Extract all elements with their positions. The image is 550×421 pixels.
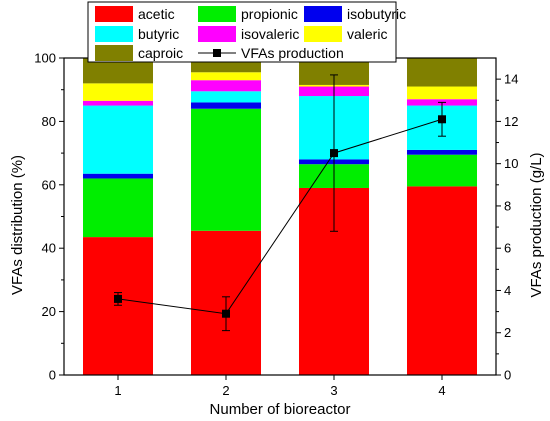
legend: acetic propionic isobutyric butyric isovaler… (87, 1, 406, 63)
bar-butyric-1 (83, 105, 153, 174)
point-1 (114, 294, 122, 303)
legend-swatch-propionic (198, 6, 236, 22)
bar-acetic-1 (83, 237, 153, 375)
y-tick-label-0: 0 (49, 368, 56, 383)
legend-box (87, 1, 397, 63)
legend-label-propionic: propionic (241, 6, 298, 22)
y2-tick-label-2: 2 (504, 325, 511, 340)
legend-swatch-caproic (95, 45, 133, 61)
legend-label-isobutyric: isobutyric (347, 6, 406, 22)
legend-label-VFAs-production: VFAs production (241, 45, 344, 61)
y-tick-label-80: 80 (42, 114, 56, 129)
y2-tick-label-6: 6 (504, 241, 511, 256)
vfa-production-line (117, 118, 443, 315)
bar-butyric-2 (191, 91, 261, 103)
point-3 (330, 149, 338, 158)
legend-label-caproic: caproic (138, 45, 183, 61)
bar-propionic-2 (191, 108, 261, 231)
y2-axis-label: VFAs production (g/L) (528, 152, 545, 297)
x-tick-label-4: 4 (438, 383, 445, 398)
y2-tick-label-0: 0 (504, 368, 511, 383)
bar-propionic-4 (407, 154, 477, 187)
y2-tick-label-8: 8 (504, 198, 511, 213)
y-axis-label: VFAs distribution (%) (9, 155, 26, 295)
legend-label-valeric: valeric (347, 26, 387, 42)
line-layer (114, 74, 446, 332)
bar-isobutyric-1 (83, 173, 153, 179)
x-axis-label: Number of bioreactor (210, 401, 351, 418)
y-tick-label-100: 100 (34, 51, 56, 66)
y2-tick-label-10: 10 (504, 156, 518, 171)
bar-caproic-4 (407, 58, 477, 87)
x-tick-label-2: 2 (222, 383, 229, 398)
point-4 (438, 115, 446, 124)
bar-isovaleric-1 (83, 100, 153, 106)
legend-swatch-butyric (95, 26, 133, 42)
bar-valeric-2 (191, 72, 261, 81)
bar-valeric-1 (83, 83, 153, 101)
x-tick-label-3: 3 (330, 383, 337, 398)
y-tick-label-40: 40 (42, 241, 56, 256)
y2-tick-label-14: 14 (504, 72, 518, 87)
bar-isovaleric-2 (191, 80, 261, 92)
bar-valeric-4 (407, 86, 477, 100)
bars-layer (83, 58, 477, 375)
y-tick-label-20: 20 (42, 304, 56, 319)
bar-acetic-4 (407, 186, 477, 375)
legend-swatch-isobutyric (304, 6, 342, 22)
bar-propionic-1 (83, 178, 153, 238)
legend-label-butyric: butyric (138, 26, 179, 42)
legend-swatch-acetic (95, 6, 133, 22)
x-tick-label-1: 1 (114, 383, 121, 398)
legend-swatch-valeric (304, 26, 342, 42)
legend-swatch-isovaleric (198, 26, 236, 42)
bar-isobutyric-4 (407, 149, 477, 155)
y-tick-label-60: 60 (42, 177, 56, 192)
y2-tick-label-4: 4 (504, 283, 511, 298)
y2-tick-label-12: 12 (504, 114, 518, 129)
legend-label-isovaleric: isovaleric (241, 26, 299, 42)
legend-label-acetic: acetic (138, 6, 175, 22)
legend-line-marker (213, 49, 221, 57)
point-2 (222, 309, 230, 318)
bar-isobutyric-2 (191, 102, 261, 109)
